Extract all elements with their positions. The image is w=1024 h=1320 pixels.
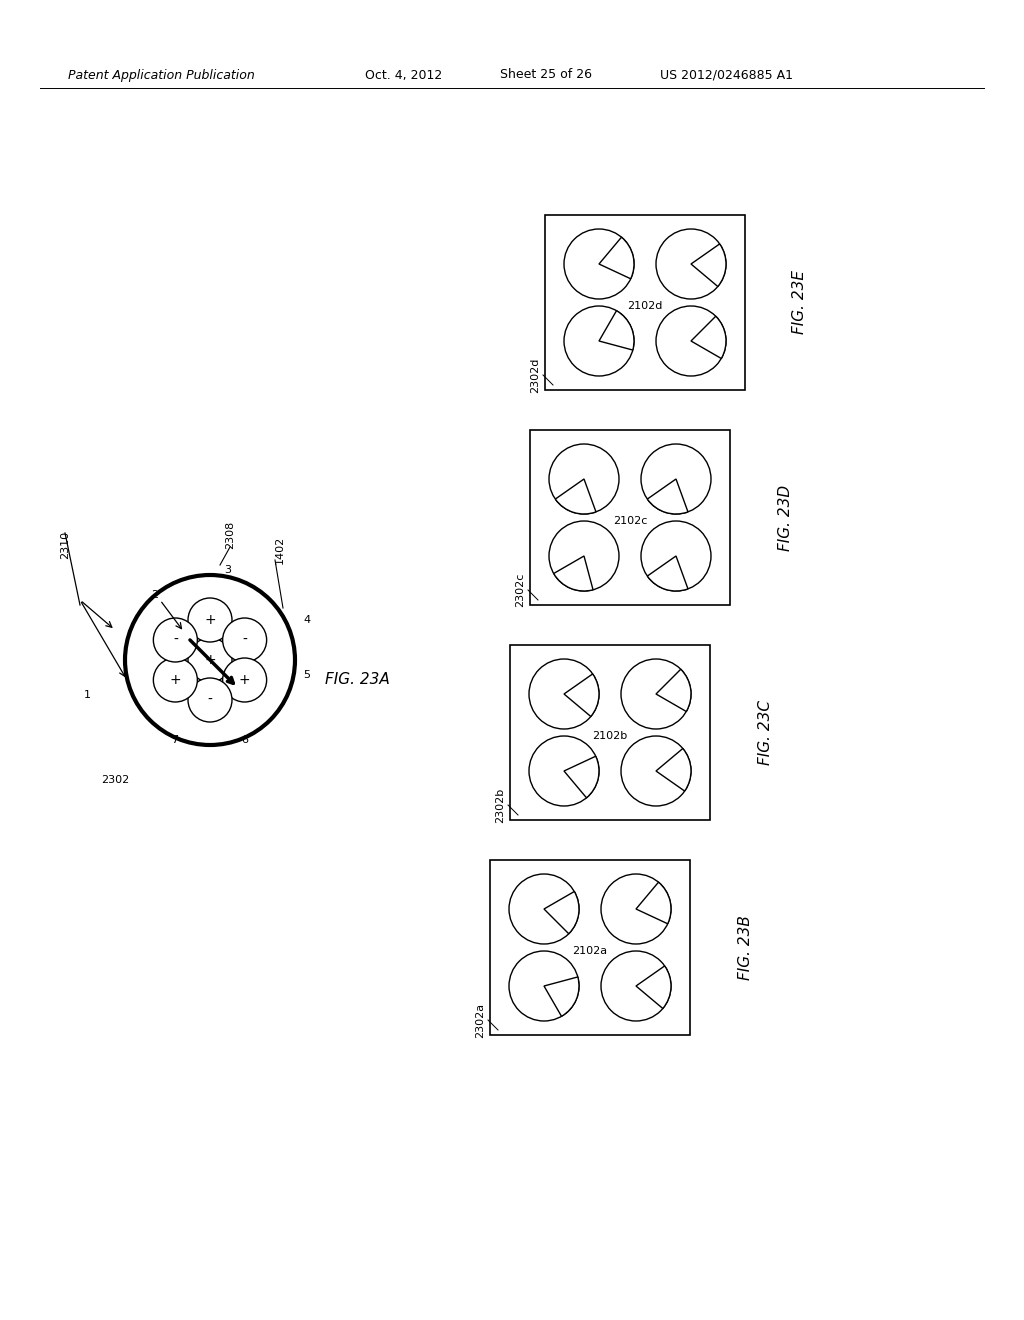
Text: Sheet 25 of 26: Sheet 25 of 26	[500, 69, 592, 82]
Text: 2302d: 2302d	[530, 358, 540, 392]
Circle shape	[222, 657, 266, 702]
Circle shape	[188, 598, 232, 642]
Wedge shape	[656, 748, 691, 791]
Text: 2302a: 2302a	[475, 1002, 485, 1038]
Circle shape	[621, 659, 691, 729]
Text: 7: 7	[171, 735, 178, 744]
Wedge shape	[554, 556, 593, 591]
Wedge shape	[691, 244, 726, 286]
Text: Oct. 4, 2012: Oct. 4, 2012	[365, 69, 442, 82]
Text: 2: 2	[152, 590, 159, 601]
Wedge shape	[636, 966, 671, 1008]
Circle shape	[549, 444, 618, 513]
Text: 1402: 1402	[275, 536, 285, 564]
Wedge shape	[564, 675, 599, 717]
Text: 2102d: 2102d	[628, 301, 663, 312]
Text: 2308: 2308	[225, 521, 234, 549]
Text: US 2012/0246885 A1: US 2012/0246885 A1	[660, 69, 793, 82]
Wedge shape	[647, 479, 688, 513]
Text: -: -	[173, 634, 178, 647]
Circle shape	[641, 521, 711, 591]
Text: +: +	[204, 653, 216, 667]
Text: FIG. 23A: FIG. 23A	[325, 672, 390, 688]
Text: FIG. 23C: FIG. 23C	[758, 700, 772, 766]
Text: FIG. 23B: FIG. 23B	[737, 915, 753, 979]
Text: Patent Application Publication: Patent Application Publication	[68, 69, 255, 82]
Bar	[510, 645, 710, 820]
Wedge shape	[555, 479, 596, 513]
Circle shape	[641, 444, 711, 513]
Wedge shape	[691, 317, 726, 359]
Wedge shape	[647, 556, 688, 591]
Text: 2102b: 2102b	[592, 731, 628, 741]
Text: -: -	[243, 634, 247, 647]
Text: 2310: 2310	[60, 531, 70, 560]
Wedge shape	[544, 891, 579, 933]
Text: +: +	[204, 612, 216, 627]
Text: FIG. 23D: FIG. 23D	[777, 484, 793, 550]
Text: 5: 5	[303, 671, 310, 680]
Circle shape	[154, 657, 198, 702]
Wedge shape	[656, 669, 691, 711]
Circle shape	[509, 874, 579, 944]
Bar	[490, 861, 690, 1035]
Circle shape	[509, 950, 579, 1020]
Text: 4: 4	[303, 615, 310, 624]
Bar	[545, 215, 745, 389]
Circle shape	[154, 618, 198, 663]
Wedge shape	[636, 882, 671, 924]
Text: 6: 6	[242, 735, 249, 744]
Circle shape	[564, 306, 634, 376]
Text: 2302: 2302	[101, 775, 129, 785]
Circle shape	[564, 228, 634, 300]
Text: 2302b: 2302b	[495, 787, 505, 822]
Circle shape	[222, 618, 266, 663]
Circle shape	[188, 638, 232, 682]
Wedge shape	[564, 756, 599, 797]
Circle shape	[529, 659, 599, 729]
Wedge shape	[599, 238, 634, 279]
Text: +: +	[239, 673, 251, 686]
Circle shape	[621, 737, 691, 807]
Circle shape	[656, 306, 726, 376]
Text: 2302c: 2302c	[515, 573, 525, 607]
Text: +: +	[170, 673, 181, 686]
Text: 3: 3	[224, 565, 231, 576]
Text: 2102c: 2102c	[612, 516, 647, 525]
Text: -: -	[208, 693, 212, 708]
Circle shape	[656, 228, 726, 300]
Circle shape	[188, 678, 232, 722]
Text: FIG. 23E: FIG. 23E	[793, 271, 808, 334]
Wedge shape	[544, 977, 579, 1016]
Text: 1: 1	[84, 690, 90, 700]
Circle shape	[529, 737, 599, 807]
Bar	[530, 430, 730, 605]
Circle shape	[601, 874, 671, 944]
Wedge shape	[599, 310, 634, 350]
Circle shape	[601, 950, 671, 1020]
Text: 2102a: 2102a	[572, 946, 607, 956]
Circle shape	[549, 521, 618, 591]
